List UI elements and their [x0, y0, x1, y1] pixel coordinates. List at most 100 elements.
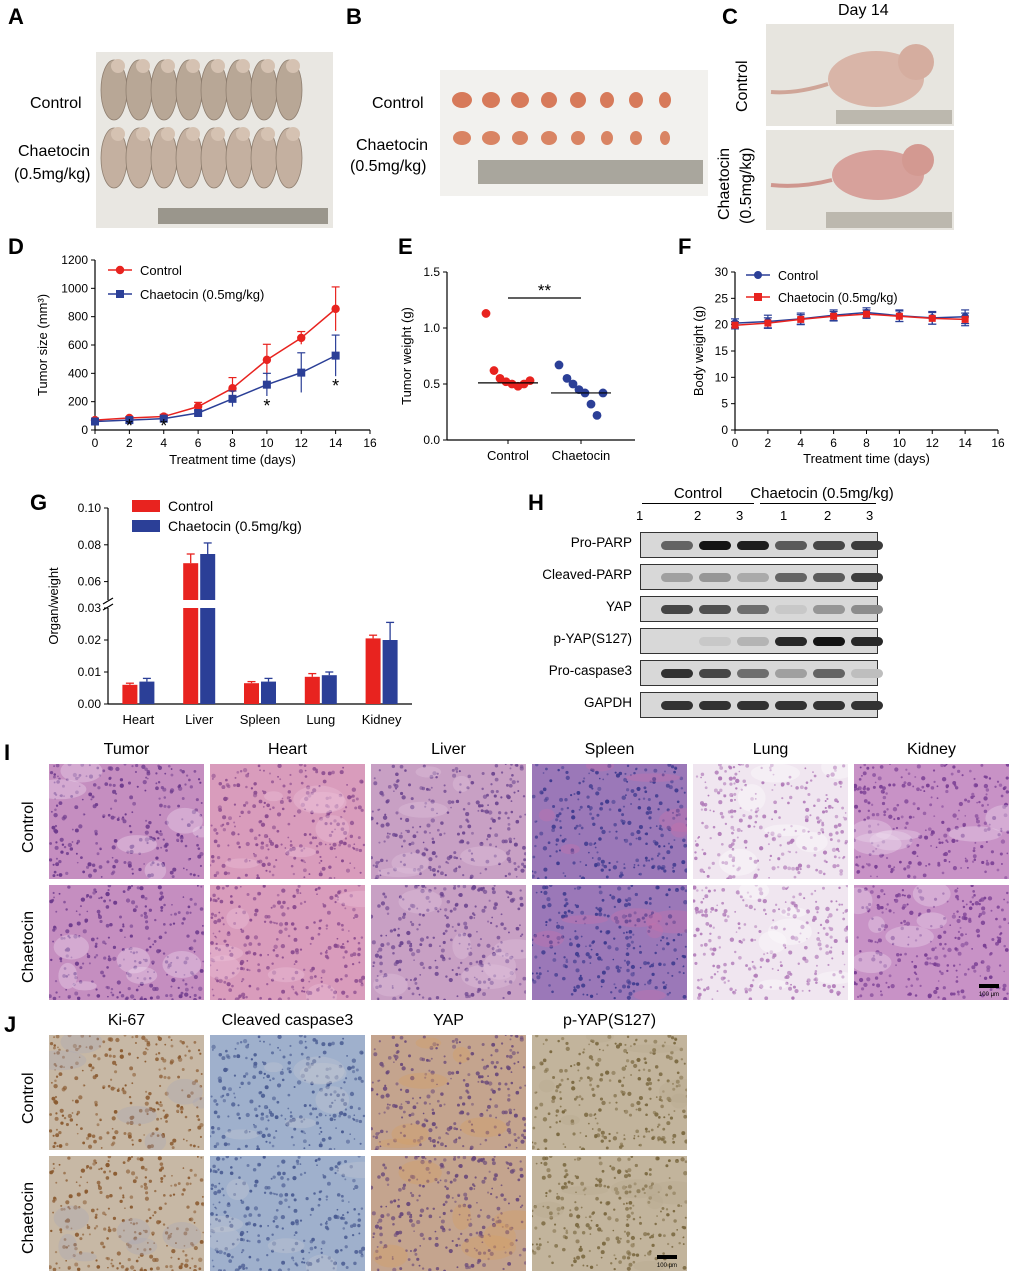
cell-nucleus	[294, 948, 299, 953]
cell-nucleus	[428, 1136, 432, 1141]
cell-nucleus	[738, 818, 743, 823]
cell-nucleus	[459, 839, 464, 844]
cell-nucleus	[960, 933, 964, 937]
cell-nucleus	[787, 801, 790, 805]
cell-nucleus	[644, 833, 647, 835]
cell-nucleus	[633, 982, 636, 985]
blot-band	[813, 669, 845, 678]
cell-nucleus	[627, 913, 632, 918]
cell-nucleus	[320, 1141, 322, 1144]
cell-nucleus	[589, 808, 592, 812]
cell-nucleus	[223, 939, 227, 943]
cell-nucleus	[65, 1225, 69, 1229]
cell-nucleus	[577, 1069, 580, 1072]
cell-nucleus	[486, 943, 491, 948]
cell-nucleus	[960, 989, 965, 994]
cell-nucleus	[613, 916, 619, 921]
cell-nucleus	[994, 785, 997, 788]
cell-nucleus	[217, 918, 222, 923]
cell-nucleus	[240, 1081, 244, 1086]
cell-nucleus	[929, 803, 933, 807]
cell-nucleus	[532, 870, 534, 873]
cell-nucleus	[352, 1118, 356, 1121]
cell-nucleus	[730, 815, 734, 819]
cell-nucleus	[439, 908, 442, 911]
cell-nucleus	[916, 787, 920, 792]
cell-nucleus	[866, 816, 870, 820]
cell-nucleus	[727, 979, 730, 983]
blot-band	[813, 701, 845, 710]
cell-nucleus	[216, 969, 219, 971]
cell-nucleus	[480, 809, 484, 813]
cell-nucleus	[185, 1045, 189, 1048]
cell-nucleus	[325, 927, 328, 930]
cell-nucleus	[519, 1086, 522, 1090]
cell-nucleus	[357, 941, 361, 945]
cell-nucleus	[334, 1075, 339, 1080]
cell-nucleus	[262, 805, 265, 808]
cell-nucleus	[150, 1144, 154, 1148]
cell-nucleus	[58, 995, 61, 998]
cell-nucleus	[946, 964, 950, 967]
blot-group-chaetocin: Chaetocin (0.5mg/kg)	[750, 485, 894, 502]
cell-nucleus	[432, 1144, 436, 1148]
cell-nucleus	[306, 1056, 311, 1061]
cell-nucleus	[55, 804, 59, 807]
cell-nucleus	[814, 972, 817, 976]
cell-nucleus	[618, 989, 622, 993]
tumor-chaetocin	[660, 131, 670, 145]
cell-nucleus	[916, 807, 920, 811]
cell-nucleus	[193, 974, 198, 980]
cell-nucleus	[195, 1201, 200, 1206]
cell-nucleus	[625, 788, 630, 792]
cell-nucleus	[134, 1041, 138, 1045]
cell-nucleus	[403, 1134, 406, 1138]
micrograph-tile	[532, 1035, 687, 1150]
cell-nucleus	[266, 803, 270, 808]
cell-nucleus	[385, 822, 390, 827]
cell-nucleus	[160, 1117, 163, 1120]
cell-nucleus	[343, 1113, 347, 1116]
cell-nucleus	[72, 983, 76, 987]
cell-nucleus	[501, 839, 506, 844]
cell-nucleus	[876, 983, 881, 988]
cell-nucleus	[832, 765, 837, 770]
cell-nucleus	[373, 1052, 378, 1057]
cell-nucleus	[144, 837, 150, 842]
cell-nucleus	[154, 1257, 159, 1262]
cell-nucleus	[131, 1143, 134, 1146]
x-tick-label: Heart	[123, 712, 155, 727]
cell-nucleus	[717, 791, 721, 795]
cell-nucleus	[312, 767, 317, 771]
cell-nucleus	[344, 974, 348, 978]
cell-nucleus	[617, 899, 621, 904]
cell-nucleus	[268, 1110, 273, 1115]
tissue-patch	[493, 939, 526, 959]
y-tick-label: 1200	[61, 253, 88, 267]
cell-nucleus	[445, 916, 449, 920]
cell-nucleus	[258, 892, 262, 896]
cell-nucleus	[51, 898, 55, 902]
cell-nucleus	[560, 925, 565, 930]
cell-nucleus	[399, 1088, 403, 1091]
cell-nucleus	[328, 1104, 333, 1109]
cell-nucleus	[753, 938, 757, 942]
cell-nucleus	[454, 766, 459, 771]
cell-nucleus	[109, 1193, 113, 1198]
x-tick-label: 12	[295, 436, 309, 450]
cell-nucleus	[304, 1067, 309, 1073]
cell-nucleus	[435, 1126, 438, 1129]
blot-group-chaetocin-line	[760, 503, 876, 504]
cell-nucleus	[683, 843, 687, 848]
cell-nucleus	[88, 764, 91, 767]
mouse-head	[161, 59, 175, 73]
cell-nucleus	[462, 874, 465, 877]
cell-nucleus	[398, 895, 403, 899]
cell-nucleus	[904, 799, 909, 804]
cell-nucleus	[507, 1087, 510, 1091]
cell-nucleus	[657, 852, 661, 856]
cell-nucleus	[821, 810, 826, 814]
cell-nucleus	[781, 797, 784, 800]
cell-nucleus	[335, 1127, 337, 1129]
cell-nucleus	[954, 936, 957, 940]
